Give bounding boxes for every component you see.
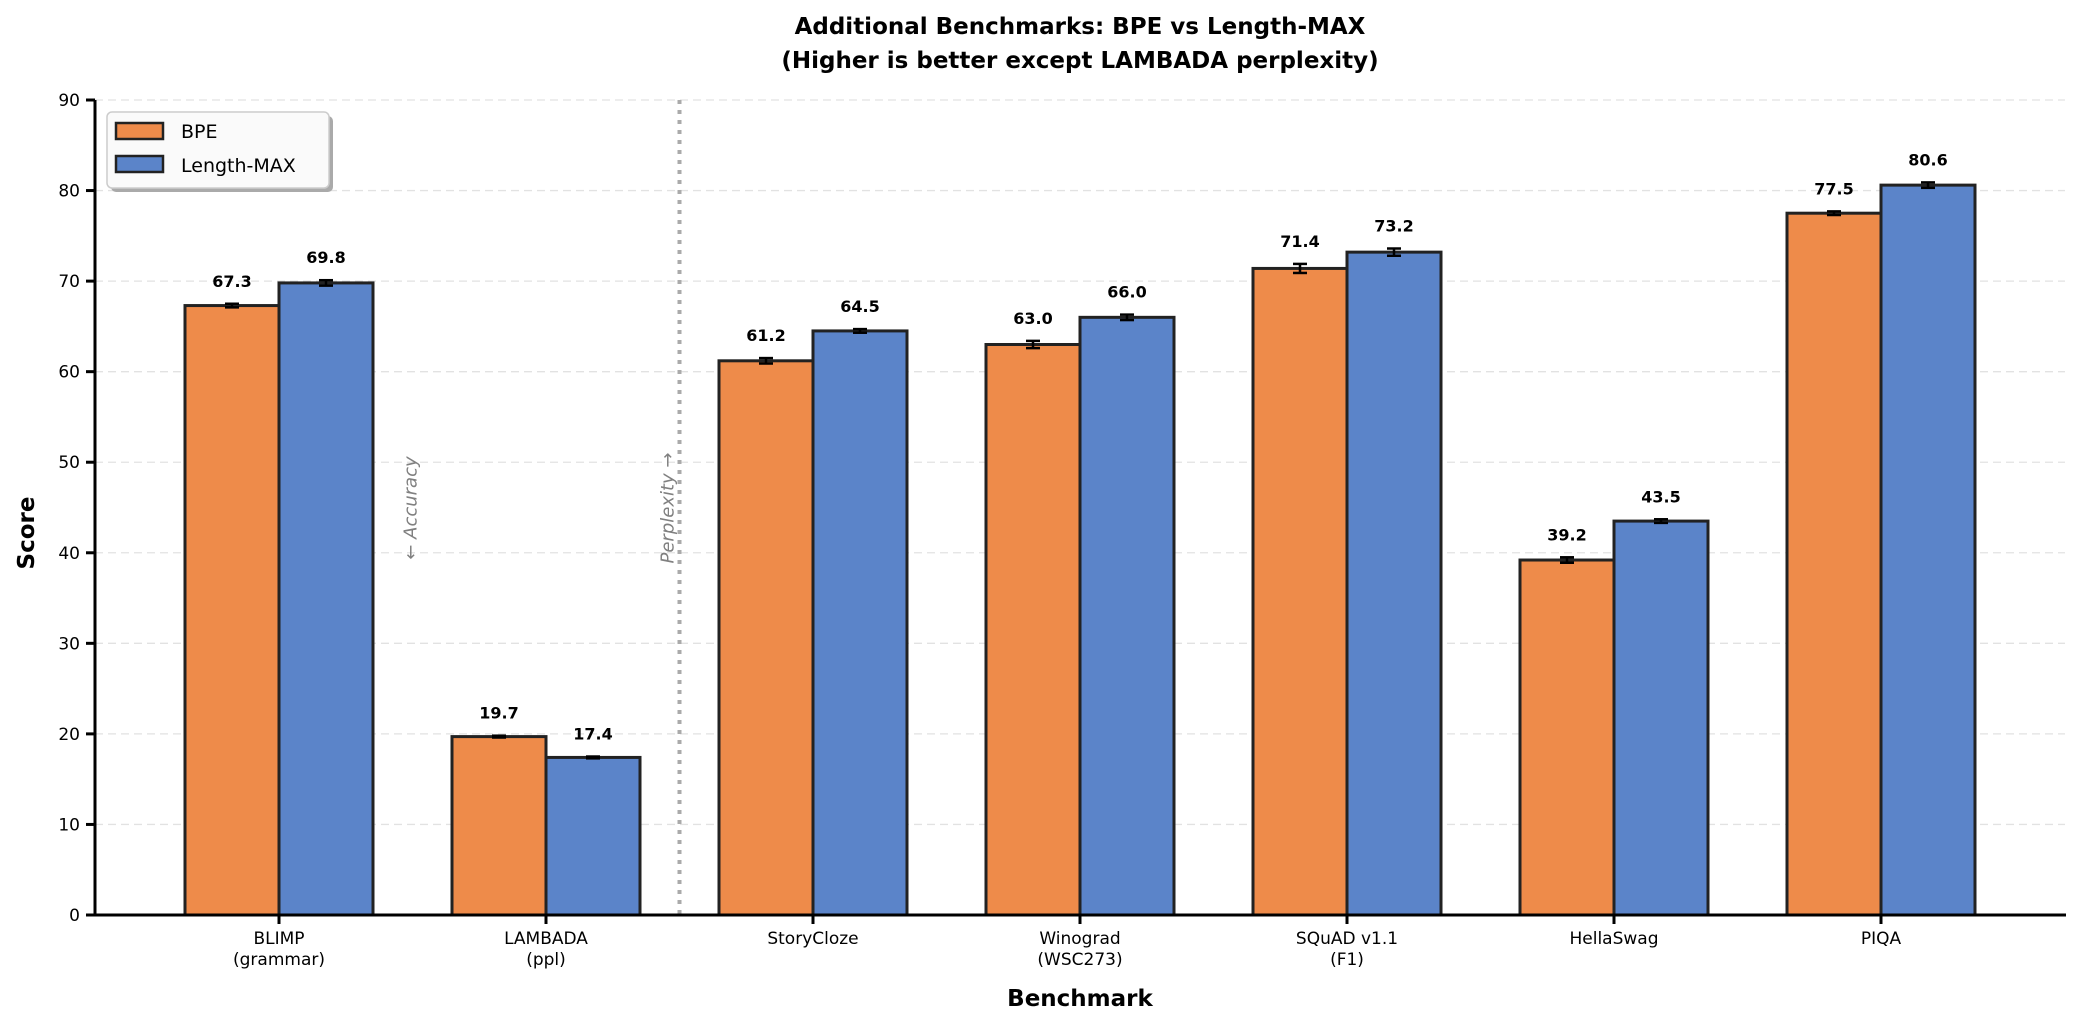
y-axis-label: Score bbox=[14, 497, 40, 570]
bar-bpe bbox=[1518, 558, 1616, 917]
data-label: 61.2 bbox=[746, 326, 785, 345]
x-tick-label: LAMBADA bbox=[504, 929, 588, 949]
y-tick-label: 90 bbox=[58, 91, 80, 111]
bar-length-max bbox=[1078, 315, 1176, 917]
data-label: 17.4 bbox=[573, 725, 612, 744]
data-label: 63.0 bbox=[1013, 309, 1052, 328]
legend-label-bpe: BPE bbox=[181, 121, 218, 143]
data-label: 66.0 bbox=[1107, 283, 1146, 302]
chart-subtitle: (Higher is better except LAMBADA perplex… bbox=[781, 48, 1378, 74]
data-label: 71.4 bbox=[1280, 232, 1319, 251]
x-tick-label: Winograd bbox=[1039, 929, 1120, 949]
data-label: 73.2 bbox=[1374, 217, 1413, 236]
divider: ← Accuracy Perplexity → bbox=[401, 100, 682, 915]
accuracy-annotation: ← Accuracy bbox=[401, 456, 422, 560]
x-tick-label: (ppl) bbox=[526, 950, 566, 970]
y-tick-label: 60 bbox=[58, 363, 80, 383]
data-label: 39.2 bbox=[1547, 525, 1586, 544]
bar-length-max bbox=[544, 755, 642, 917]
x-tick-label: PIQA bbox=[1861, 929, 1902, 949]
y-tick-label: 50 bbox=[58, 453, 80, 473]
x-axis-label: Benchmark bbox=[1007, 986, 1153, 1012]
grid-lines bbox=[95, 99, 2065, 826]
bar-bpe bbox=[183, 304, 281, 917]
chart-title: Additional Benchmarks: BPE vs Length-MAX bbox=[795, 14, 1366, 40]
legend-swatch-bpe bbox=[114, 121, 165, 141]
data-label: 67.3 bbox=[212, 272, 251, 291]
bar-length-max bbox=[1879, 183, 1977, 917]
y-tick-label: 80 bbox=[58, 182, 80, 202]
bar-bpe bbox=[1251, 266, 1349, 917]
x-tick-label: (grammar) bbox=[233, 950, 325, 970]
bar-bpe bbox=[984, 343, 1082, 917]
y-tick-label: 0 bbox=[69, 906, 80, 926]
y-tick-label: 30 bbox=[58, 634, 80, 654]
x-axis-ticks: BLIMP(grammar) LAMBADA(ppl) StoryCloze Wino… bbox=[233, 915, 1902, 970]
bar-length-max bbox=[277, 281, 375, 917]
x-tick-label: (F1) bbox=[1330, 950, 1364, 970]
data-label: 64.5 bbox=[840, 297, 879, 316]
y-axis-ticks: 0 10 20 30 40 50 60 70 80 90 bbox=[58, 91, 95, 926]
y-tick-label: 70 bbox=[58, 272, 80, 292]
perplexity-annotation: Perplexity → bbox=[658, 453, 679, 564]
bar-length-max bbox=[1345, 250, 1443, 917]
x-tick-label: (WSC273) bbox=[1037, 950, 1122, 970]
y-tick-label: 10 bbox=[58, 815, 80, 835]
x-tick-label: BLIMP bbox=[253, 929, 304, 949]
bar-bpe bbox=[450, 735, 548, 917]
bar-bpe bbox=[717, 359, 815, 917]
data-label: 80.6 bbox=[1908, 150, 1947, 169]
bar-length-max bbox=[811, 329, 909, 917]
data-label: 77.5 bbox=[1814, 179, 1853, 198]
legend: BPE Length-MAX bbox=[106, 111, 333, 192]
x-tick-label: HellaSwag bbox=[1569, 929, 1658, 949]
y-tick-label: 40 bbox=[58, 544, 80, 564]
data-label: 43.5 bbox=[1641, 487, 1680, 506]
bars: 67.3 19.7 61.2 63.0 71.4 39.2 77.5 69.8 17.4 64.5… bbox=[183, 150, 1977, 917]
x-tick-label: SQuAD v1.1 bbox=[1296, 929, 1398, 949]
bar-length-max bbox=[1612, 519, 1710, 917]
bar-bpe bbox=[1785, 211, 1883, 917]
y-tick-label: 20 bbox=[58, 725, 80, 745]
x-tick-label: StoryCloze bbox=[767, 929, 858, 949]
legend-label-length-max: Length-MAX bbox=[181, 155, 296, 177]
data-label: 19.7 bbox=[479, 704, 518, 723]
data-label: 69.8 bbox=[306, 248, 345, 267]
legend-swatch-length-max bbox=[114, 154, 165, 174]
